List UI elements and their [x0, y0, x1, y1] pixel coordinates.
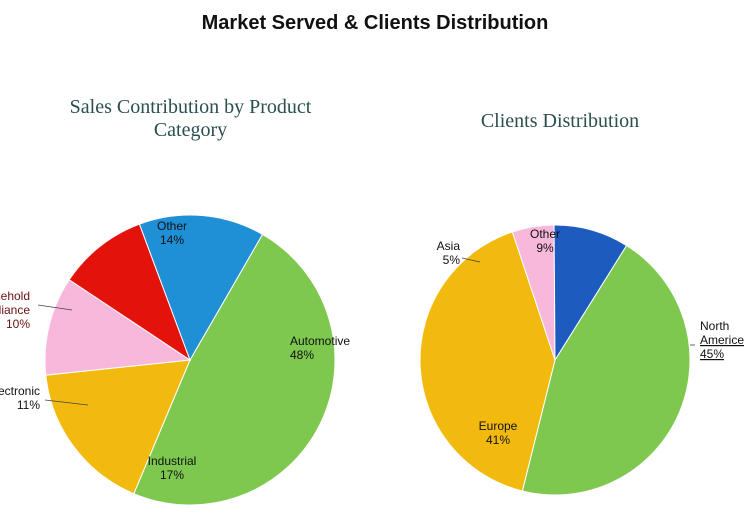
- charts-svg: Automotive48%Industrial17%Electronic11%H…: [0, 0, 750, 531]
- chart-left-label-3: Householdappliance10%: [0, 289, 30, 331]
- chart-right: [420, 225, 690, 495]
- chart-left-label-2: Electronic11%: [0, 384, 40, 412]
- chart-left-label-4: Other14%: [157, 219, 187, 247]
- chart-right-label-0: NorthAmerice45%: [700, 319, 744, 361]
- page-root: Market Served & Clients Distribution Sal…: [0, 0, 750, 531]
- chart-right-label-2: Asia5%: [437, 239, 461, 267]
